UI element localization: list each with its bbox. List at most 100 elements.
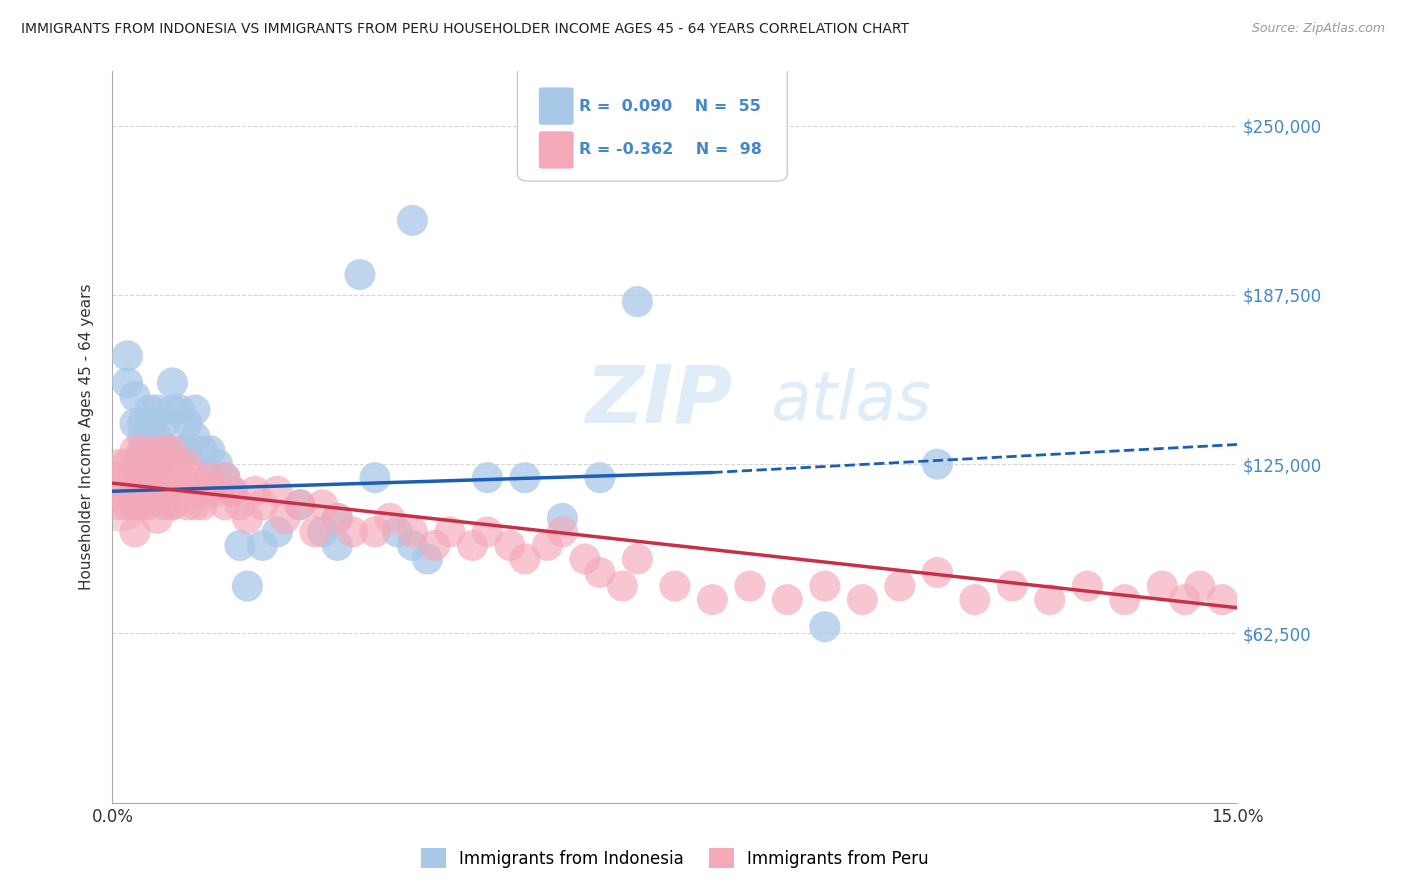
Point (349, 268, 371, 282)
Point (124, 457, 146, 471)
Point (153, 484, 176, 499)
Point (927, 457, 949, 471)
Point (131, 443, 153, 458)
Point (124, 417, 146, 431)
Point (439, 524, 461, 539)
Point (139, 498, 162, 512)
Text: Source: ZipAtlas.com: Source: ZipAtlas.com (1251, 22, 1385, 36)
Point (1039, 592, 1062, 607)
Text: R =  0.090    N =  55: R = 0.090 N = 55 (579, 99, 761, 113)
Point (1114, 592, 1136, 607)
Point (146, 471, 169, 485)
Point (108, 457, 131, 471)
Text: ZIP: ZIP (585, 361, 733, 440)
Point (243, 484, 266, 499)
Point (229, 498, 252, 512)
Point (139, 484, 162, 499)
Point (229, 538, 252, 552)
Point (214, 498, 236, 512)
Point (191, 443, 214, 458)
Point (626, 552, 648, 566)
Point (131, 471, 153, 485)
Point (191, 484, 214, 499)
Point (117, 349, 139, 363)
Point (124, 443, 146, 458)
Point (401, 524, 423, 539)
Point (274, 511, 297, 525)
Point (207, 484, 229, 499)
Point (117, 498, 139, 512)
Point (162, 403, 184, 417)
Point (105, 484, 128, 499)
Point (477, 524, 499, 539)
Point (378, 511, 401, 525)
Y-axis label: Householder Income Ages 45 - 64 years: Householder Income Ages 45 - 64 years (79, 284, 94, 591)
Point (461, 538, 484, 552)
Point (311, 498, 333, 512)
Point (146, 457, 169, 471)
Point (551, 511, 574, 525)
Point (364, 524, 387, 539)
Point (1174, 592, 1197, 607)
Point (551, 524, 574, 539)
Point (311, 524, 333, 539)
Point (117, 376, 139, 390)
Point (236, 511, 259, 525)
Point (153, 484, 176, 499)
Point (139, 484, 162, 499)
Point (198, 484, 221, 499)
Point (221, 484, 243, 499)
Point (153, 484, 176, 499)
Point (169, 471, 191, 485)
Point (1211, 592, 1233, 607)
Point (139, 457, 162, 471)
Point (1152, 579, 1174, 593)
Point (851, 592, 873, 607)
Point (776, 592, 799, 607)
Point (108, 471, 131, 485)
Point (131, 471, 153, 485)
FancyBboxPatch shape (538, 87, 574, 125)
Point (176, 443, 198, 458)
Point (153, 443, 176, 458)
Text: IMMIGRANTS FROM INDONESIA VS IMMIGRANTS FROM PERU HOUSEHOLDER INCOME AGES 45 - 6: IMMIGRANTS FROM INDONESIA VS IMMIGRANTS … (21, 22, 910, 37)
Point (927, 566, 949, 580)
Point (162, 498, 184, 512)
Point (124, 524, 146, 539)
FancyBboxPatch shape (517, 64, 787, 181)
Point (574, 552, 596, 566)
Point (176, 498, 198, 512)
Point (589, 566, 612, 580)
Point (1076, 579, 1098, 593)
Point (124, 471, 146, 485)
Point (124, 498, 146, 512)
Point (162, 471, 184, 485)
Point (266, 484, 288, 499)
Point (146, 430, 169, 444)
Point (139, 417, 162, 431)
Point (131, 498, 153, 512)
Point (162, 471, 184, 485)
Point (814, 579, 837, 593)
Point (117, 484, 139, 499)
Point (236, 579, 259, 593)
Point (221, 484, 243, 499)
Point (423, 538, 446, 552)
Point (288, 498, 311, 512)
Point (702, 592, 724, 607)
Point (513, 552, 536, 566)
Point (108, 490, 131, 504)
Point (146, 403, 169, 417)
Point (326, 511, 349, 525)
Point (139, 443, 162, 458)
Point (131, 430, 153, 444)
Point (1188, 579, 1211, 593)
Point (401, 213, 423, 227)
Point (198, 443, 221, 458)
Point (589, 471, 612, 485)
Point (131, 471, 153, 485)
Point (664, 579, 686, 593)
Text: atlas: atlas (770, 368, 932, 434)
Point (146, 484, 169, 499)
Point (169, 457, 191, 471)
